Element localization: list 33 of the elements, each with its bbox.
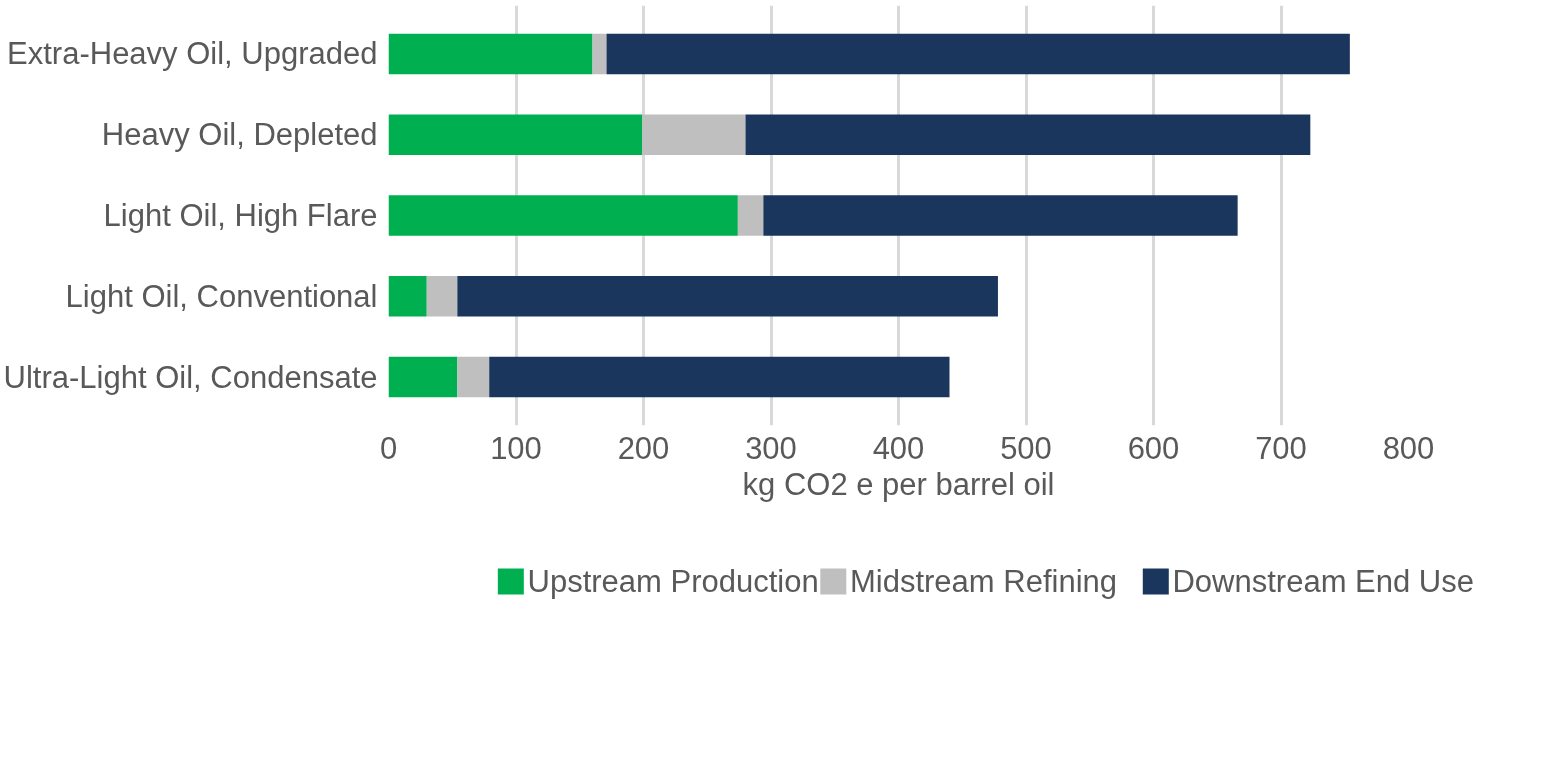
bar xyxy=(592,33,607,75)
x-tick-label: 500 xyxy=(1000,430,1052,466)
y-tick-label: Light Oil, High Flare xyxy=(103,198,378,233)
bar xyxy=(745,114,1311,155)
x-tick-label: 0 xyxy=(379,430,398,466)
x-tick-label: 400 xyxy=(872,430,925,466)
bar xyxy=(388,276,427,317)
bar xyxy=(388,195,738,236)
legend-label: Upstream Production xyxy=(527,564,819,599)
bar xyxy=(489,356,950,398)
bar xyxy=(457,356,490,398)
bar xyxy=(388,356,458,398)
bar xyxy=(737,195,764,236)
x-tick-label: 100 xyxy=(490,430,542,466)
y-tick-label: Light Oil, Conventional xyxy=(65,278,378,314)
x-tick-label: 300 xyxy=(745,430,797,466)
x-tick-label: 200 xyxy=(617,430,670,466)
bar xyxy=(388,33,593,75)
y-tick-label: Heavy Oil, Depleted xyxy=(101,117,378,153)
x-tick-label: 700 xyxy=(1255,430,1307,466)
y-tick-label: Ultra-Light Oil, Condensate xyxy=(3,359,378,395)
bar xyxy=(606,33,1350,75)
bar xyxy=(642,114,746,155)
bar xyxy=(457,276,998,317)
legend-label: Midstream Refining xyxy=(849,564,1118,599)
bar xyxy=(388,114,643,155)
bar xyxy=(763,195,1238,236)
y-tick-label: Extra-Heavy Oil, Upgraded xyxy=(7,36,378,72)
x-tick-label: 800 xyxy=(1382,430,1435,466)
legend-label: Downstream End Use xyxy=(1172,564,1474,599)
x-axis-title: kg CO2 e per barrel oil xyxy=(742,466,1055,502)
bar xyxy=(426,276,458,317)
x-tick-label: 600 xyxy=(1127,430,1180,466)
